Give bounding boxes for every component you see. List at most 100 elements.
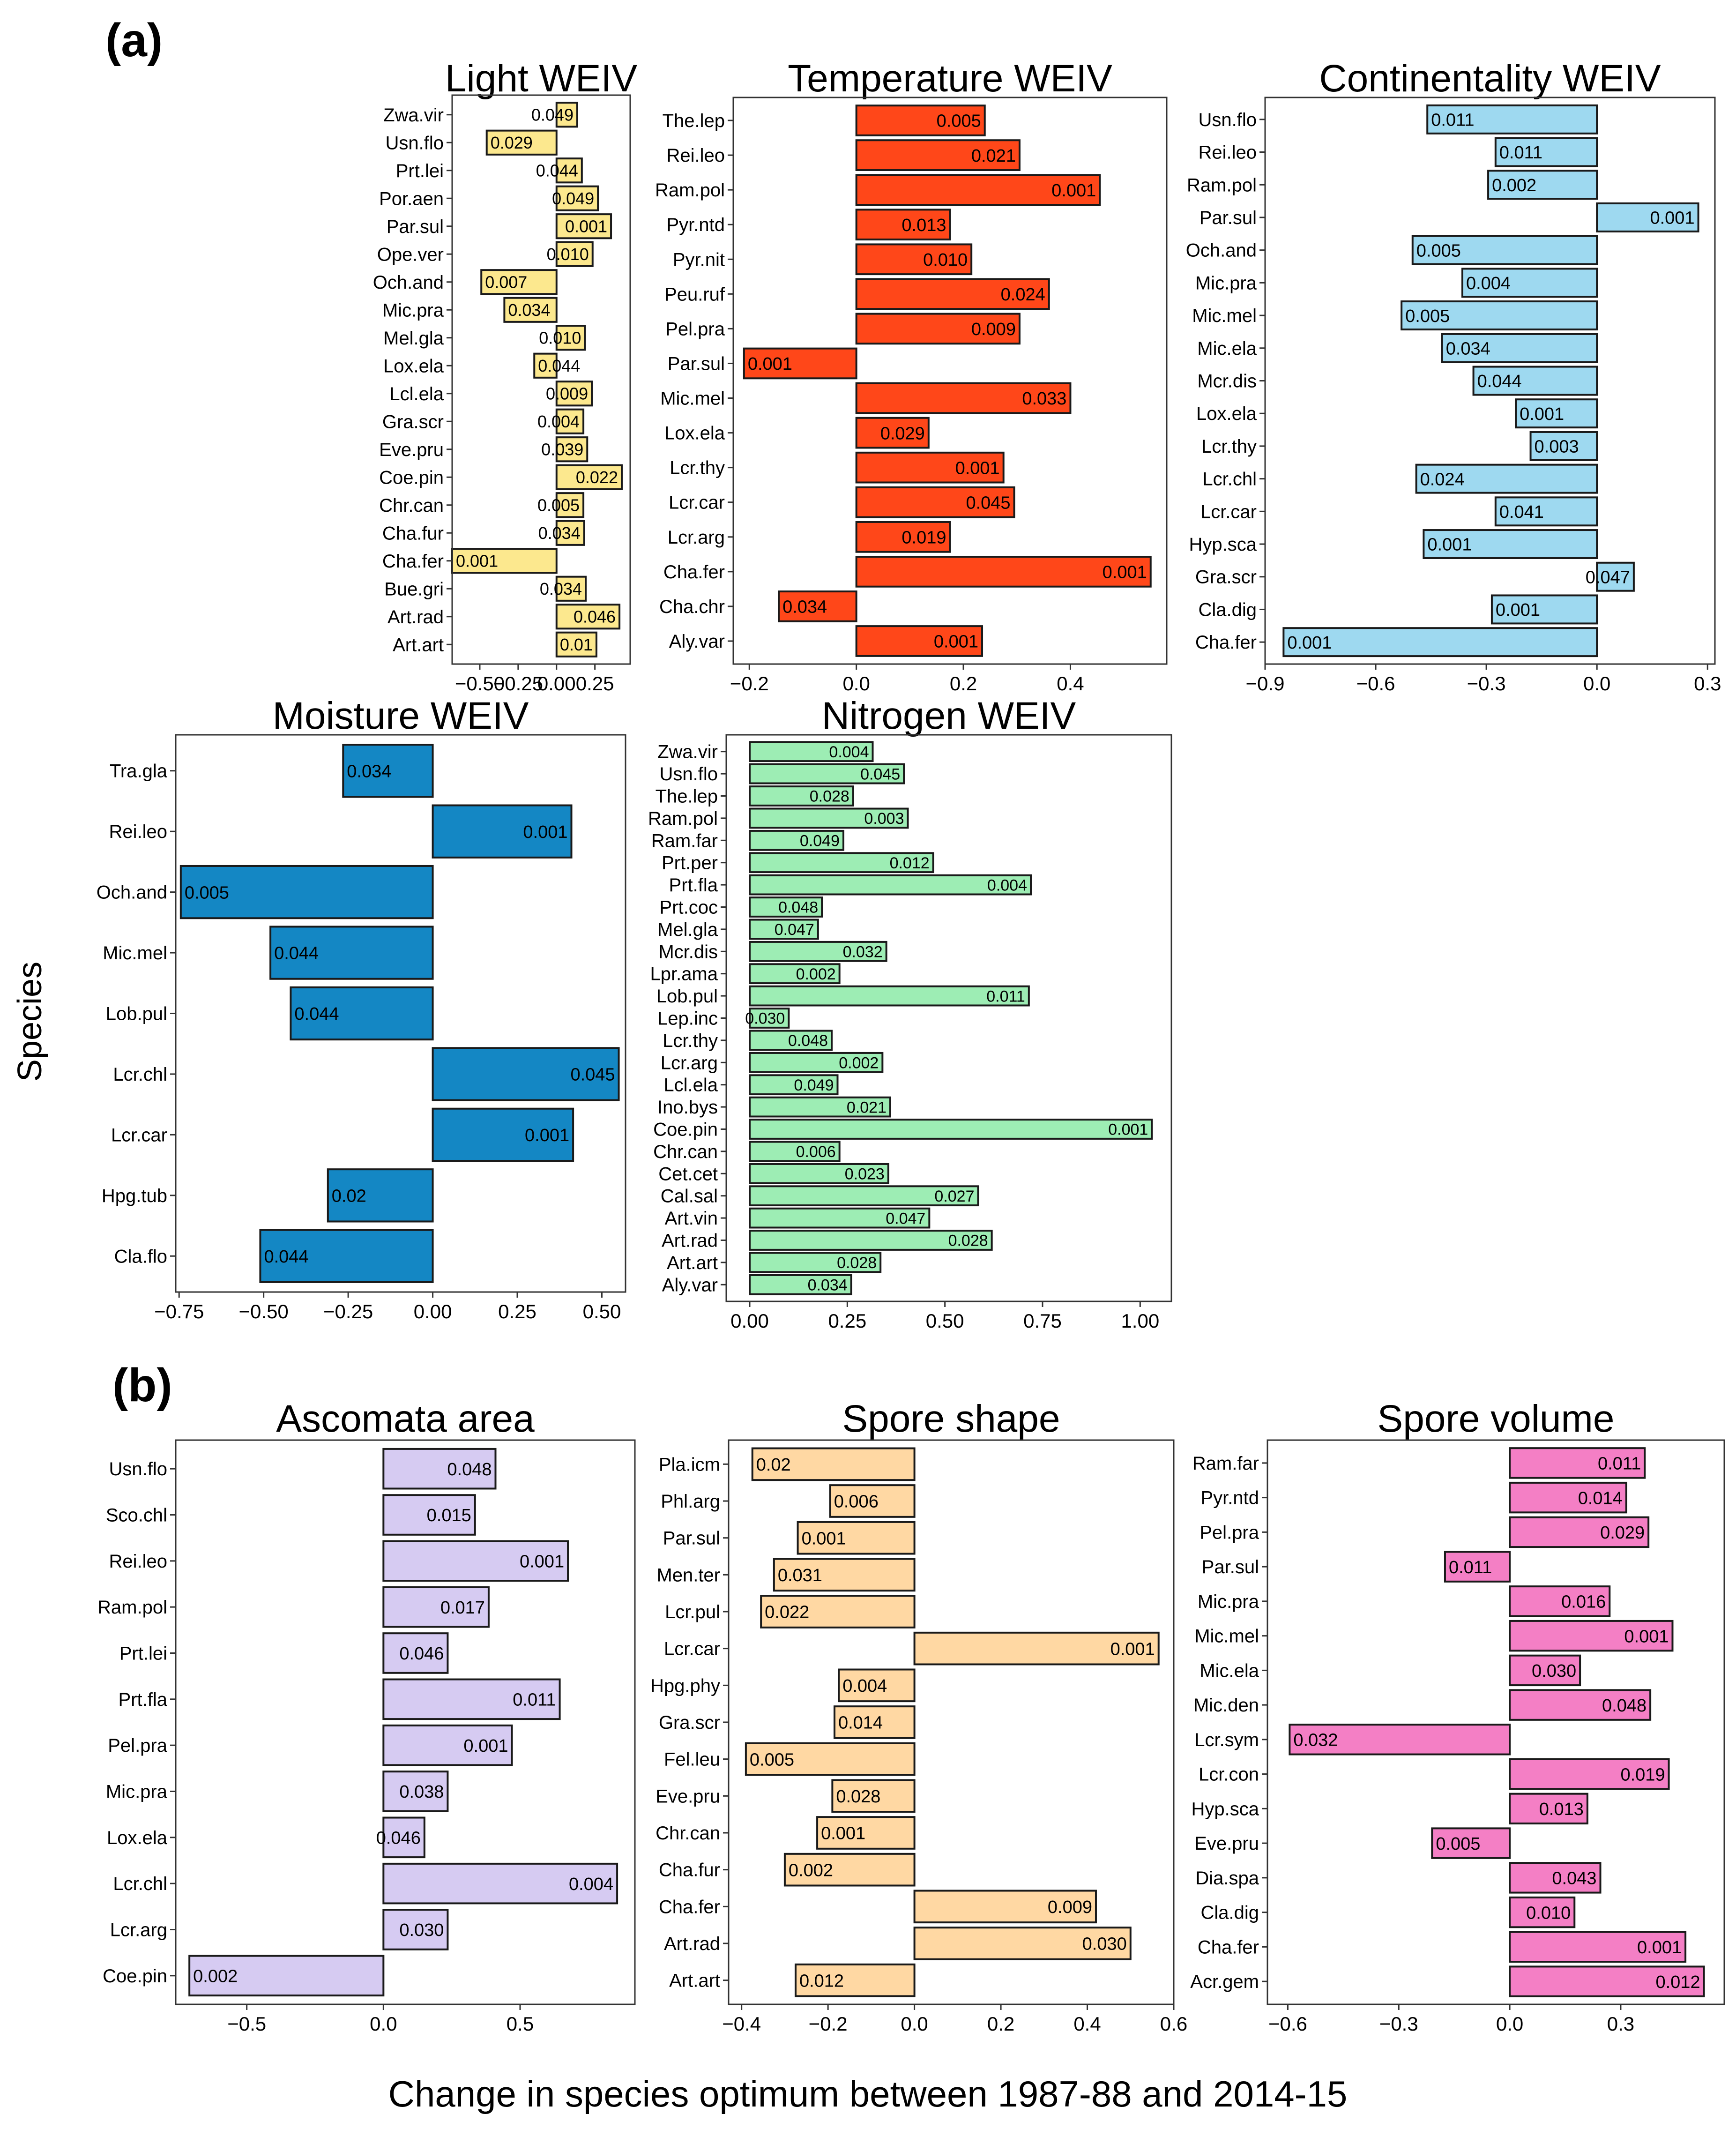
category-label: Usn.flo: [109, 1459, 168, 1479]
bar: [1509, 1585, 1611, 1617]
category-label: Lpr.ama: [650, 964, 718, 985]
bar: [913, 1890, 1097, 1924]
bar-value-label: 0.005: [1436, 1834, 1480, 1854]
category-label: Par.sul: [668, 353, 725, 374]
bar-value-label: 0.005: [937, 112, 981, 131]
plot-frame: [451, 94, 631, 665]
category-label: Lcr.car: [669, 493, 725, 513]
bar: [745, 1742, 916, 1776]
category-label: Cal.sal: [661, 1186, 718, 1207]
x-tick-label: 0.3: [1694, 672, 1721, 695]
category-label: Mcr.dis: [658, 941, 718, 962]
bar: [432, 1107, 574, 1162]
bar-value-label: 0.021: [971, 146, 1016, 166]
bar: [1509, 1758, 1670, 1790]
bar-value-label: 0.044: [274, 944, 319, 964]
bar: [913, 1927, 1132, 1960]
category-label: Par.sul: [1200, 208, 1257, 228]
category-label: Phl.arg: [661, 1491, 720, 1512]
category-label: Ram.pol: [1187, 175, 1257, 195]
category-label: Mic.pra: [1195, 273, 1257, 293]
x-tick-label: 0.25: [828, 1310, 866, 1332]
category-label: The.lep: [663, 111, 725, 131]
bar: [555, 631, 597, 657]
bar-value-label: 0.001: [1637, 1938, 1682, 1957]
category-label: Men.ter: [656, 1565, 720, 1585]
bar: [1509, 1689, 1652, 1721]
bar-value-label: 0.005: [1405, 306, 1450, 326]
category-label: Rei.leo: [109, 822, 167, 842]
x-tick-label: 0.2: [987, 2013, 1014, 2035]
bar-value-label: 0.010: [547, 245, 589, 264]
x-tick-label: −0.6: [1356, 672, 1395, 695]
bar: [1426, 104, 1598, 134]
bar-value-label: 0.009: [546, 384, 588, 403]
category-label: Mel.gla: [657, 919, 718, 940]
bar: [188, 1955, 385, 1997]
x-tick-label: −0.75: [154, 1300, 204, 1322]
bar: [749, 785, 854, 807]
bar: [913, 1631, 1160, 1666]
category-label: Cet.cet: [658, 1164, 718, 1184]
bar-value-label: 0.028: [810, 788, 849, 806]
x-tick-label: 0.25: [576, 672, 614, 695]
bar-value-label: 0.002: [796, 965, 836, 983]
x-tick-label: 0.00: [730, 1310, 769, 1332]
bar: [783, 1853, 916, 1887]
category-label: Pla.icm: [659, 1454, 720, 1475]
charts-layer: Light WEIV 0.049 Zwa.vir 0.029 Usn.flo 0.044 P…: [97, 57, 1725, 2035]
bar: [749, 763, 905, 784]
bar-value-label: 0.001: [748, 354, 792, 374]
bar-value-label: 0.01: [560, 635, 593, 654]
category-label: Tra.gla: [110, 761, 168, 782]
category-label: Lep.inc: [657, 1008, 718, 1029]
bar-value-label: 0.013: [902, 216, 946, 235]
x-tick-label: 0.00: [414, 1300, 452, 1322]
bar-value-label: 0.006: [834, 1492, 879, 1512]
bar-value-label: 0.011: [513, 1690, 556, 1710]
category-label: Lcr.chl: [1202, 469, 1257, 490]
bar-value-label: 0.011: [1598, 1454, 1641, 1474]
bar-value-label: 0.039: [541, 440, 583, 459]
bar: [855, 451, 1005, 484]
bar-value-label: 0.004: [569, 1875, 613, 1894]
category-label: Coe.pin: [379, 467, 444, 488]
bar-value-label: 0.044: [538, 356, 580, 375]
bar: [382, 1678, 561, 1720]
bar: [555, 213, 612, 239]
bar: [1289, 1724, 1511, 1755]
bar: [749, 807, 909, 829]
bar: [269, 926, 434, 980]
bar: [179, 865, 434, 919]
category-label: Chr.can: [656, 1823, 720, 1844]
bar: [555, 464, 623, 490]
bar-value-label: 0.043: [1552, 1869, 1596, 1889]
category-label: Peu.ruf: [664, 284, 725, 305]
bar-value-label: 0.032: [843, 943, 883, 961]
bar-value-label: 0.046: [376, 1829, 421, 1848]
bar: [855, 139, 1021, 171]
bar: [555, 102, 578, 128]
bar-value-label: 0.014: [1578, 1488, 1623, 1508]
bar-value-label: 0.009: [971, 320, 1016, 339]
bar-value-label: 0.001: [1287, 633, 1332, 653]
bar-value-label: 0.001: [1520, 404, 1564, 424]
bar: [1411, 235, 1598, 265]
bar-value-label: 0.028: [836, 1787, 880, 1807]
category-label: Och.and: [1186, 240, 1257, 261]
category-label: Mic.den: [1193, 1695, 1259, 1716]
bar-value-label: 0.038: [399, 1782, 444, 1802]
bar: [533, 352, 558, 379]
category-label: Lcr.chl: [113, 1064, 167, 1085]
bar: [829, 1484, 916, 1518]
bar-value-label: 0.001: [1496, 600, 1540, 620]
bar-value-label: 0.001: [821, 1824, 865, 1844]
category-label: Art.art: [667, 1253, 718, 1273]
x-tick-label: 1.00: [1121, 1310, 1159, 1332]
bar-value-label: 0.021: [847, 1098, 887, 1116]
bar: [749, 1141, 841, 1162]
category-label: Cha.fer: [1195, 632, 1257, 653]
bar-value-label: 0.034: [1446, 339, 1490, 359]
bar-value-label: 0.019: [902, 528, 946, 547]
bar: [382, 1816, 425, 1859]
